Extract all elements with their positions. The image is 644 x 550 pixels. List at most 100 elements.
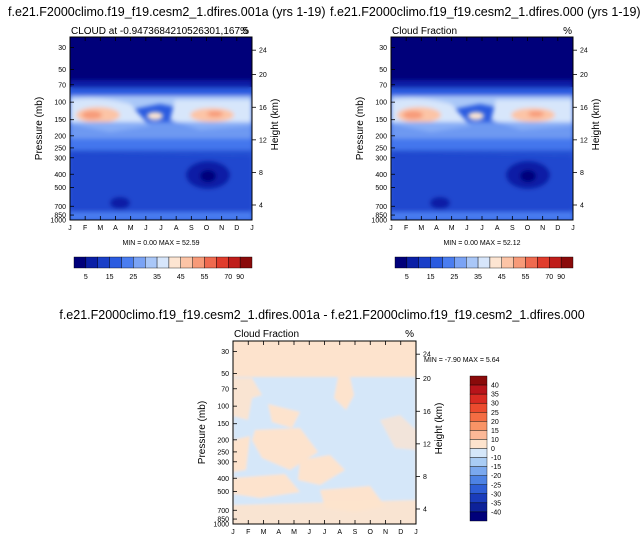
x-tick-label: S (510, 225, 515, 232)
colorbar-box (469, 421, 488, 431)
y-tick-label: 100 (217, 404, 229, 411)
x-tick-label: A (434, 225, 439, 232)
x-tick-label: A (113, 225, 118, 232)
colorbar-label: 90 (557, 274, 565, 281)
panel-1-axes: J F M A M J J A S O N D J 30 50 70 100 150 200 250 300 400 500… (34, 37, 281, 232)
colorbar-box (469, 375, 488, 386)
colorbar-box (469, 439, 488, 449)
y-right-tick-label: 8 (259, 170, 263, 177)
x-tick-label: A (174, 225, 179, 232)
colorbar-box (73, 256, 87, 269)
x-tick-label: D (555, 225, 560, 232)
colorbar-box (192, 256, 205, 269)
y-tick-label: 400 (54, 172, 66, 179)
panel-1: f.e21.F2000climo.f19_f19.cesm2_1.dfires.… (8, 5, 326, 281)
y-right-axis-label: Height (km) (434, 403, 445, 455)
colorbar-label: 55 (201, 274, 209, 281)
y-tick-label: 150 (54, 117, 66, 124)
panel-2-axes: J F M A M J J A S O N D J 30 50 70 100 150 200 250 300 400 500… (355, 37, 602, 232)
colorbar-box (477, 256, 491, 269)
x-tick-label: J (68, 225, 72, 232)
panel-1-stats: MIN = 0.00 MAX = 52.59 (122, 240, 199, 247)
x-tick-label: N (540, 225, 545, 232)
y-tick-label: 300 (54, 155, 66, 162)
colorbar-box (469, 448, 488, 458)
y-tick-label: 250 (375, 145, 387, 152)
y-right-tick-label: 12 (423, 441, 431, 448)
y-right-tick-label: 20 (423, 376, 431, 383)
colorbar-label: 35 (474, 274, 482, 281)
colorbar-box (537, 256, 550, 269)
y-tick-label: 30 (58, 45, 66, 52)
colorbar-box (469, 393, 488, 404)
y-tick-label: 100 (375, 100, 387, 107)
y-tick-label: 150 (217, 421, 229, 428)
y-right-tick-label: 4 (259, 202, 263, 209)
panel-3-axes: J F M A M J J A S O N D J 30 50 70 100 150 200 250 300 400 500… (197, 341, 445, 536)
colorbar-box (97, 256, 110, 269)
panel-2-colorbar: 5 15 25 35 45 55 70 90 (394, 256, 574, 281)
x-tick-label: J (414, 529, 418, 536)
x-tick-label: F (83, 225, 87, 232)
x-tick-label: J (465, 225, 469, 232)
y-right-tick-label: 16 (423, 409, 431, 416)
colorbar-box (469, 511, 488, 522)
colorbar-box (469, 384, 488, 395)
panel-3-subtitle-right: % (405, 329, 414, 340)
colorbar-label: -10 (491, 455, 501, 462)
y-tick-label: 700 (375, 204, 387, 211)
colorbar-box (239, 256, 253, 269)
x-tick-label: O (368, 529, 374, 536)
y-right-tick-label: 12 (580, 137, 588, 144)
y-tick-label: 250 (54, 145, 66, 152)
y-axis-label: Pressure (mb) (197, 401, 208, 464)
y-tick-label: 200 (217, 437, 229, 444)
colorbar-label: 5 (405, 274, 409, 281)
y-axis-label: Pressure (mb) (34, 97, 45, 160)
colorbar-box (121, 256, 134, 269)
colorbar-label: 40 (491, 383, 499, 390)
colorbar-box (180, 256, 193, 269)
colorbar-box (466, 256, 479, 269)
colorbar-label: 25 (129, 274, 137, 281)
colorbar-box (501, 256, 514, 269)
colorbar-box (489, 256, 502, 269)
colorbar-box (418, 256, 431, 269)
y-tick-label: 400 (217, 476, 229, 483)
colorbar-box (469, 502, 488, 513)
panel-2-stats: MIN = 0.00 MAX = 52.12 (443, 240, 520, 247)
x-tick-label: J (159, 225, 163, 232)
y-tick-label: 500 (375, 185, 387, 192)
x-tick-label: M (261, 529, 267, 536)
panel-2: f.e21.F2000climo.f19_f19.cesm2_1.dfires.… (330, 5, 641, 281)
colorbar-box (469, 493, 488, 504)
y-tick-label: 30 (221, 349, 229, 356)
y-right-tick-label: 20 (580, 72, 588, 79)
colorbar-label: 10 (491, 437, 499, 444)
x-tick-label: J (571, 225, 575, 232)
y-tick-label: 250 (217, 449, 229, 456)
colorbar-box (469, 466, 488, 476)
y-tick-label: 850 (54, 213, 66, 220)
y-right-tick-label: 12 (259, 137, 267, 144)
colorbar-label: 5 (84, 274, 88, 281)
y-right-axis-label: Height (km) (270, 99, 281, 151)
y-tick-label: 850 (217, 517, 229, 524)
y-right-tick-label: 4 (423, 506, 427, 513)
colorbar-label: 45 (498, 274, 506, 281)
colorbar-box (442, 256, 455, 269)
panel-2-title: f.e21.F2000climo.f19_f19.cesm2_1.dfires.… (330, 5, 641, 19)
panel-3: f.e21.F2000climo.f19_f19.cesm2_1.dfires.… (59, 308, 584, 536)
x-tick-label: M (128, 225, 134, 232)
colorbar-box (430, 256, 443, 269)
colorbar-label: -20 (491, 473, 501, 480)
panel-2-field (391, 37, 573, 220)
x-tick-label: M (418, 225, 424, 232)
x-tick-label: M (449, 225, 455, 232)
y-tick-label: 200 (54, 133, 66, 140)
panel-1-field (70, 37, 252, 220)
x-tick-label: J (480, 225, 484, 232)
y-tick-label: 300 (217, 459, 229, 466)
colorbar-box (144, 256, 158, 269)
